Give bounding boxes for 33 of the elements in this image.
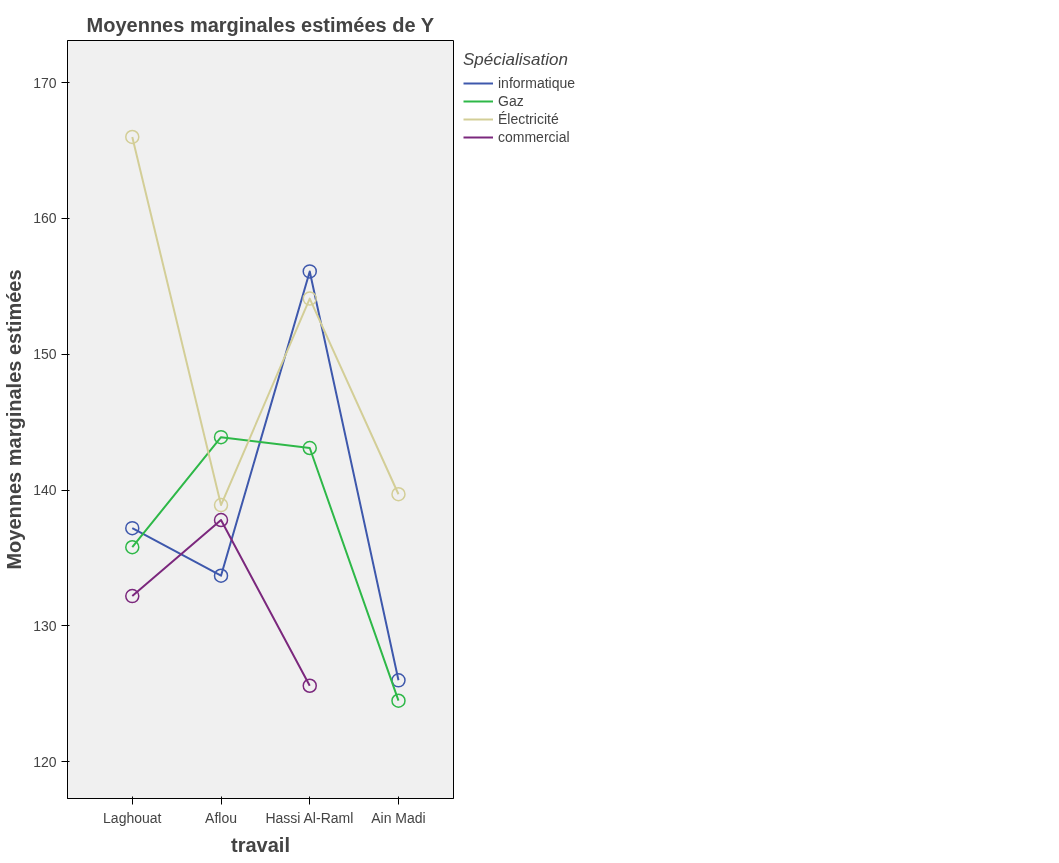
- chart-title: Moyennes marginales estimées de Y: [86, 13, 435, 36]
- y-tick-label: 160: [33, 210, 57, 227]
- point: [213, 429, 229, 445]
- point: [302, 264, 317, 279]
- y-tick-label: 150: [33, 346, 57, 363]
- point: [125, 129, 140, 145]
- point: [391, 673, 406, 688]
- x-tick-label: Ain Madi: [371, 809, 426, 826]
- legend-label: Électricité: [498, 111, 559, 127]
- point: [302, 291, 317, 306]
- point: [213, 512, 229, 528]
- point: [213, 568, 229, 583]
- y-tick-label: 130: [33, 617, 57, 634]
- point: [391, 693, 406, 708]
- x-tick-label: Hassi Al-Raml: [265, 809, 354, 826]
- point: [302, 678, 317, 693]
- point: [302, 440, 317, 456]
- point: [213, 497, 229, 513]
- legend-label: commercial: [498, 129, 570, 145]
- y-axis-title: Moyennes marginales estimées: [3, 269, 26, 570]
- y-tick-label: 170: [33, 74, 57, 91]
- legend-label: Gaz: [498, 93, 524, 109]
- point: [391, 486, 406, 502]
- legend-label: informatique: [498, 75, 576, 91]
- x-tick-label: Laghouat: [103, 809, 162, 826]
- x-axis-title: travail: [231, 833, 290, 856]
- y-tick-label: 120: [33, 753, 57, 770]
- point: [125, 539, 140, 555]
- point: [125, 588, 140, 604]
- legend-title: Spécialisation: [463, 50, 569, 70]
- point: [125, 520, 140, 536]
- y-tick-label: 140: [33, 482, 57, 499]
- x-tick-label: Aflou: [205, 809, 237, 826]
